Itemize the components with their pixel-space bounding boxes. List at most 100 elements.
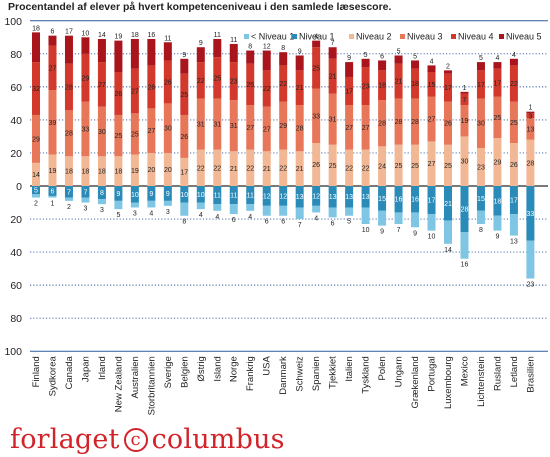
data-label: 29 xyxy=(82,75,90,82)
x-label-australien: Australien xyxy=(130,356,141,398)
bar-segment xyxy=(64,156,73,186)
bar-segment xyxy=(114,72,123,115)
data-label: 6 xyxy=(331,220,335,227)
bar-segment xyxy=(509,186,518,215)
data-label: 25 xyxy=(213,75,221,82)
data-label: 9 xyxy=(298,48,302,55)
data-label: 18 xyxy=(378,83,386,90)
bar-segment xyxy=(130,202,139,208)
bar-segment xyxy=(48,154,57,186)
bar-segment xyxy=(295,105,304,152)
data-label: 17 xyxy=(510,198,518,205)
x-label-irland: Irland xyxy=(97,356,108,380)
bar-segment xyxy=(114,186,123,201)
bar-segment xyxy=(526,240,535,279)
publisher-symbol: c xyxy=(123,427,148,452)
x-label-tyskland: Tyskland xyxy=(361,356,372,394)
data-label: 25 xyxy=(329,163,337,170)
bar-segment xyxy=(279,101,288,150)
bar-segment xyxy=(262,106,271,152)
bar-segment xyxy=(444,101,452,145)
data-label: 11 xyxy=(230,193,237,200)
data-label: 4 xyxy=(430,58,434,65)
bar-segment xyxy=(312,47,321,89)
data-label: 1 xyxy=(51,201,55,208)
data-label: 33 xyxy=(82,127,90,134)
data-label: 18 xyxy=(115,169,123,176)
bar-segment xyxy=(180,186,189,203)
data-label: 11 xyxy=(214,32,221,39)
data-label: 23 xyxy=(230,79,238,86)
bar-segment xyxy=(476,148,485,186)
data-label: 22 xyxy=(345,165,353,172)
bar-segment xyxy=(493,96,502,139)
data-label: 10 xyxy=(82,30,90,37)
data-label: 5 xyxy=(479,55,483,62)
data-label: 14 xyxy=(32,172,40,179)
data-label: 4 xyxy=(199,212,203,219)
bar-segment xyxy=(32,186,40,195)
bar-segment xyxy=(48,35,57,46)
bar-segment xyxy=(460,91,469,94)
bar-segment xyxy=(328,47,337,59)
bar-segment xyxy=(229,100,238,152)
legend-swatch xyxy=(244,34,249,39)
data-label: 28 xyxy=(65,84,73,91)
bar-segment xyxy=(32,62,40,115)
bar-segment xyxy=(411,186,420,213)
data-label: 29 xyxy=(32,136,40,143)
bar-segment xyxy=(32,194,40,198)
bar-segment xyxy=(345,186,354,208)
data-label: 27 xyxy=(428,161,436,168)
legend-swatch xyxy=(349,34,354,39)
bar-segment xyxy=(262,151,271,186)
data-label: 14 xyxy=(98,32,106,39)
data-label: 30 xyxy=(98,129,106,136)
bar-segment xyxy=(213,38,222,58)
bar-segment xyxy=(427,72,436,97)
x-label-grækenland: Grækenland xyxy=(410,356,421,408)
data-label: 21 xyxy=(444,201,452,208)
data-label: 23 xyxy=(527,282,535,289)
bar-segment xyxy=(460,232,469,259)
bar-segment xyxy=(196,98,205,150)
x-label-schweiz: Schweiz xyxy=(295,356,306,392)
bar-segment xyxy=(411,144,420,186)
y-tick-label: 20 xyxy=(10,148,22,160)
data-label: 3 xyxy=(133,210,137,217)
bar-segment xyxy=(163,60,172,104)
x-label-rusland: Rusland xyxy=(492,356,503,391)
data-label: 8 xyxy=(182,219,186,226)
bar-segment xyxy=(262,205,271,216)
bar-segment xyxy=(64,35,73,64)
bar-segment xyxy=(81,101,90,157)
x-label-usa: USA xyxy=(262,356,273,376)
data-label: 12 xyxy=(263,193,271,200)
bar-segment xyxy=(312,205,321,213)
x-label-sverige: Sverige xyxy=(163,356,174,388)
data-label: 28 xyxy=(395,119,403,126)
bar-segment xyxy=(213,204,222,211)
bar-segment xyxy=(32,162,40,186)
bar-segment xyxy=(213,57,222,99)
x-label-brasilien: Brasilien xyxy=(525,356,536,392)
bar-segment xyxy=(328,58,337,94)
data-label: 28 xyxy=(296,126,304,133)
bar-segment xyxy=(147,65,156,109)
bar-segment xyxy=(295,207,304,220)
data-label: 4 xyxy=(512,52,516,59)
bar-segment xyxy=(114,156,123,186)
data-label: 4 xyxy=(314,34,318,41)
bar-segment xyxy=(394,55,403,64)
data-label: 6 xyxy=(281,219,285,226)
x-label-norge: Norge xyxy=(229,356,240,382)
data-label: 19 xyxy=(461,118,469,125)
bar-segment xyxy=(180,58,189,74)
data-label: 4 xyxy=(149,210,153,217)
bar-segment xyxy=(526,118,535,140)
bar-segment xyxy=(114,114,123,157)
bar-segment xyxy=(476,62,485,71)
data-label: 22 xyxy=(279,165,287,172)
bar-segment xyxy=(295,55,304,71)
x-label-japan: Japan xyxy=(80,356,91,382)
